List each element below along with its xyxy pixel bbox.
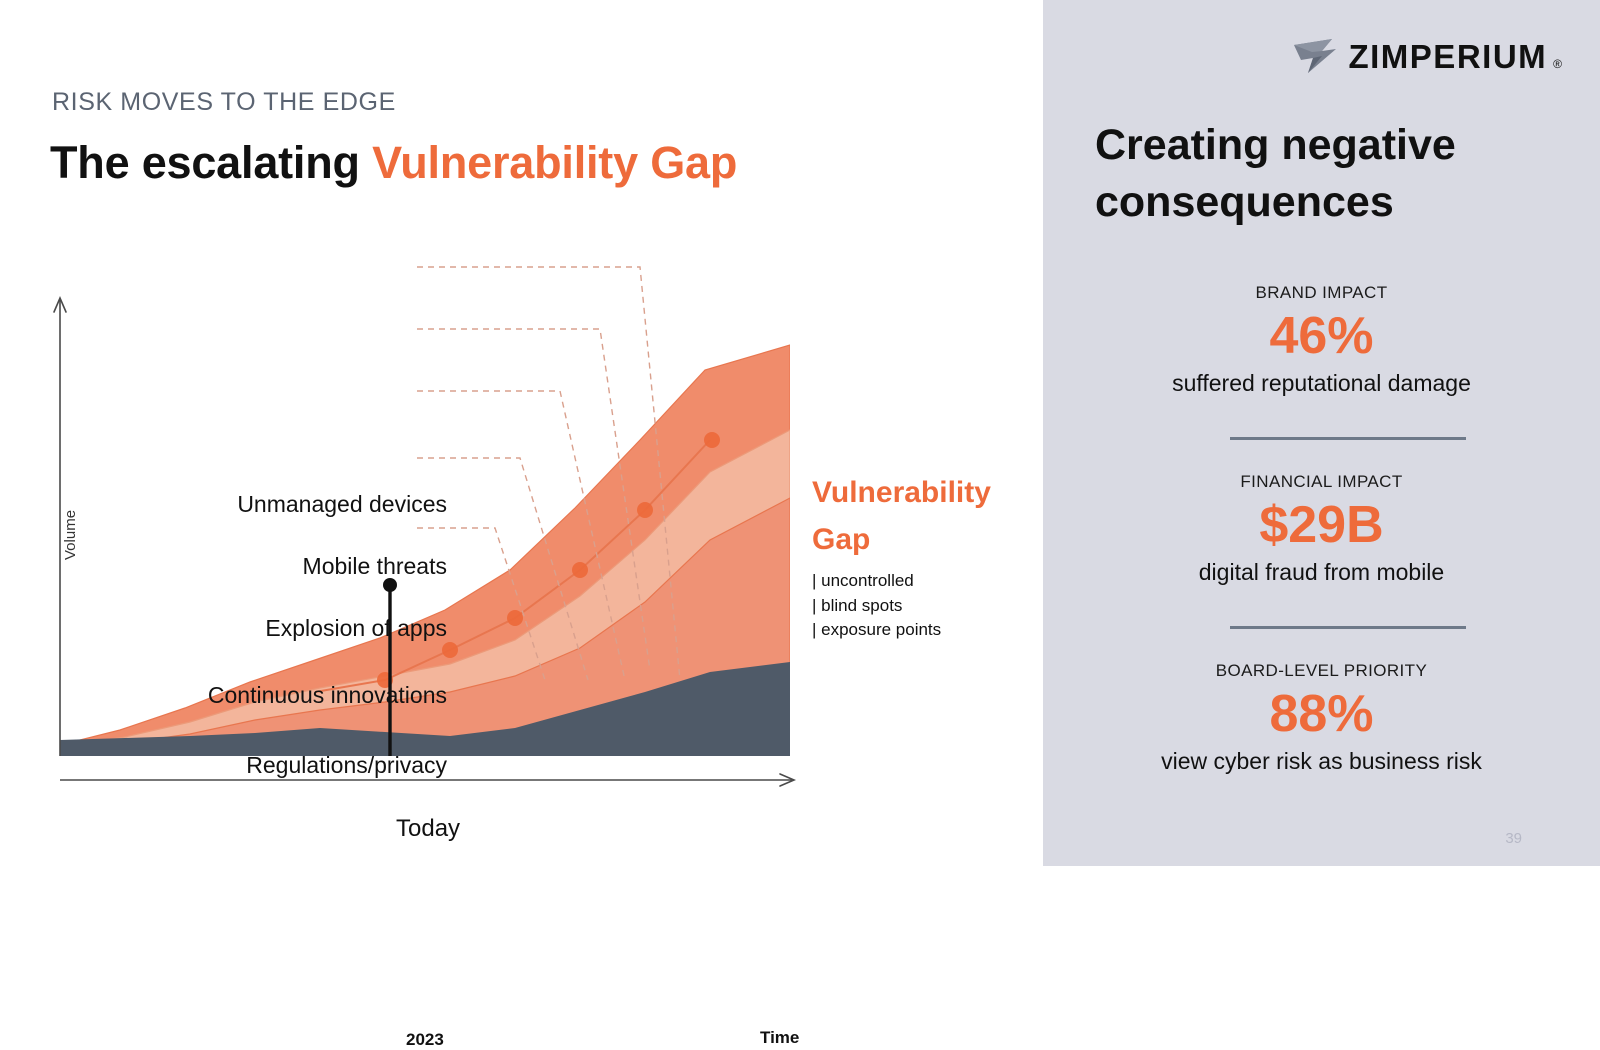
slide-right-pane: ZIMPERIUM ® Creating negative consequenc… xyxy=(1043,0,1600,866)
registered-trademark-icon: ® xyxy=(1553,57,1562,71)
page-number: 39 xyxy=(1505,830,1522,847)
x-axis-label: Time xyxy=(760,1028,800,1047)
slide-eyebrow: RISK MOVES TO THE EDGE xyxy=(52,88,396,116)
headline-plain: The escalating xyxy=(50,137,373,188)
x-axis-tick-2023: 2023 xyxy=(406,1030,444,1049)
y-axis-arrow xyxy=(53,295,67,313)
stat-value: $29B xyxy=(1259,496,1384,554)
stat-kicker: BOARD-LEVEL PRIORITY xyxy=(1215,661,1428,680)
leader-mobile-threats xyxy=(417,328,651,671)
callout-bullet-list: | uncontrolled | blind spots | exposure … xyxy=(812,569,1022,643)
resources-band-label: Resources xyxy=(692,959,802,985)
callout-bullet: | uncontrolled xyxy=(812,571,914,590)
leader-unmanaged-devices xyxy=(417,266,681,681)
chart-svg xyxy=(53,266,797,787)
stat-value: 46% xyxy=(1269,307,1374,365)
trend-dot xyxy=(572,562,588,578)
stat-divider xyxy=(1230,626,1466,629)
stat-description: view cyber risk as business risk xyxy=(1161,747,1482,774)
trend-dot xyxy=(442,642,458,658)
stat-brand-impact: BRAND IMPACT 46% suffered reputational d… xyxy=(1043,283,1600,397)
right-panel-title: Creating negative consequences xyxy=(1095,121,1456,227)
chart-annotation-continuous-innovations: Continuous innovations xyxy=(207,682,447,708)
trend-dot xyxy=(637,502,653,518)
slide-left-pane: RISK MOVES TO THE EDGE The escalating Vu… xyxy=(40,88,1022,1049)
zimperium-shield-icon xyxy=(1294,39,1337,73)
leader-explosion-of-apps xyxy=(417,390,626,681)
stat-kicker: BRAND IMPACT xyxy=(1255,283,1388,302)
area-inner xyxy=(60,497,790,756)
y-axis-label: Volume xyxy=(62,509,79,560)
callout-title-line2: Gap xyxy=(812,522,871,556)
zimperium-wordmark: ZIMPERIUM xyxy=(1348,37,1548,75)
callout-bullet: | exposure points xyxy=(812,620,942,640)
page-title: The escalating Vulnerability Gap xyxy=(50,137,737,189)
chart-annotation-unmanaged-devices: Unmanaged devices xyxy=(237,491,447,517)
today-marker-label: Today xyxy=(396,815,461,842)
stat-financial-impact: FINANCIAL IMPACT $29B digital fraud from… xyxy=(1043,472,1600,586)
vulnerability-gap-callout: Vulnerability Gap | uncontrolled | blind… xyxy=(812,470,1022,643)
trend-dot xyxy=(704,432,720,448)
chart-annotation-mobile-threats: Mobile threats xyxy=(302,553,447,579)
callout-title-line1: Vulnerability xyxy=(812,476,991,509)
stat-board-level-priority: BOARD-LEVEL PRIORITY 88% view cyber risk… xyxy=(1043,661,1600,775)
stat-description: suffered reputational damage xyxy=(1172,369,1471,396)
trend-dot xyxy=(507,610,523,626)
today-marker xyxy=(383,578,397,756)
chart-axes xyxy=(53,295,797,787)
stat-divider xyxy=(1230,437,1466,440)
leader-continuous-innov xyxy=(417,457,589,681)
chart-annotation-explosion-of-apps: Explosion of apps xyxy=(265,615,447,641)
leader-regulations xyxy=(417,527,546,681)
stat-kicker: FINANCIAL IMPACT xyxy=(1240,472,1403,491)
x-axis-arrow xyxy=(779,773,797,787)
vulnerability-gap-chart: Unmanaged devices Mobile threats Explosi… xyxy=(40,240,830,1049)
headline-accent: Vulnerability Gap xyxy=(372,137,738,188)
stat-description: digital fraud from mobile xyxy=(1198,558,1445,585)
zimperium-logo: ZIMPERIUM ® xyxy=(1292,36,1562,76)
area-resources xyxy=(60,662,790,756)
stat-value: 88% xyxy=(1269,685,1374,743)
leader-lines xyxy=(417,266,681,681)
chart-annotation-regulations-privacy: Regulations/privacy xyxy=(246,752,447,778)
trend-dots xyxy=(377,432,720,688)
callout-bullet: | blind spots xyxy=(812,595,903,615)
